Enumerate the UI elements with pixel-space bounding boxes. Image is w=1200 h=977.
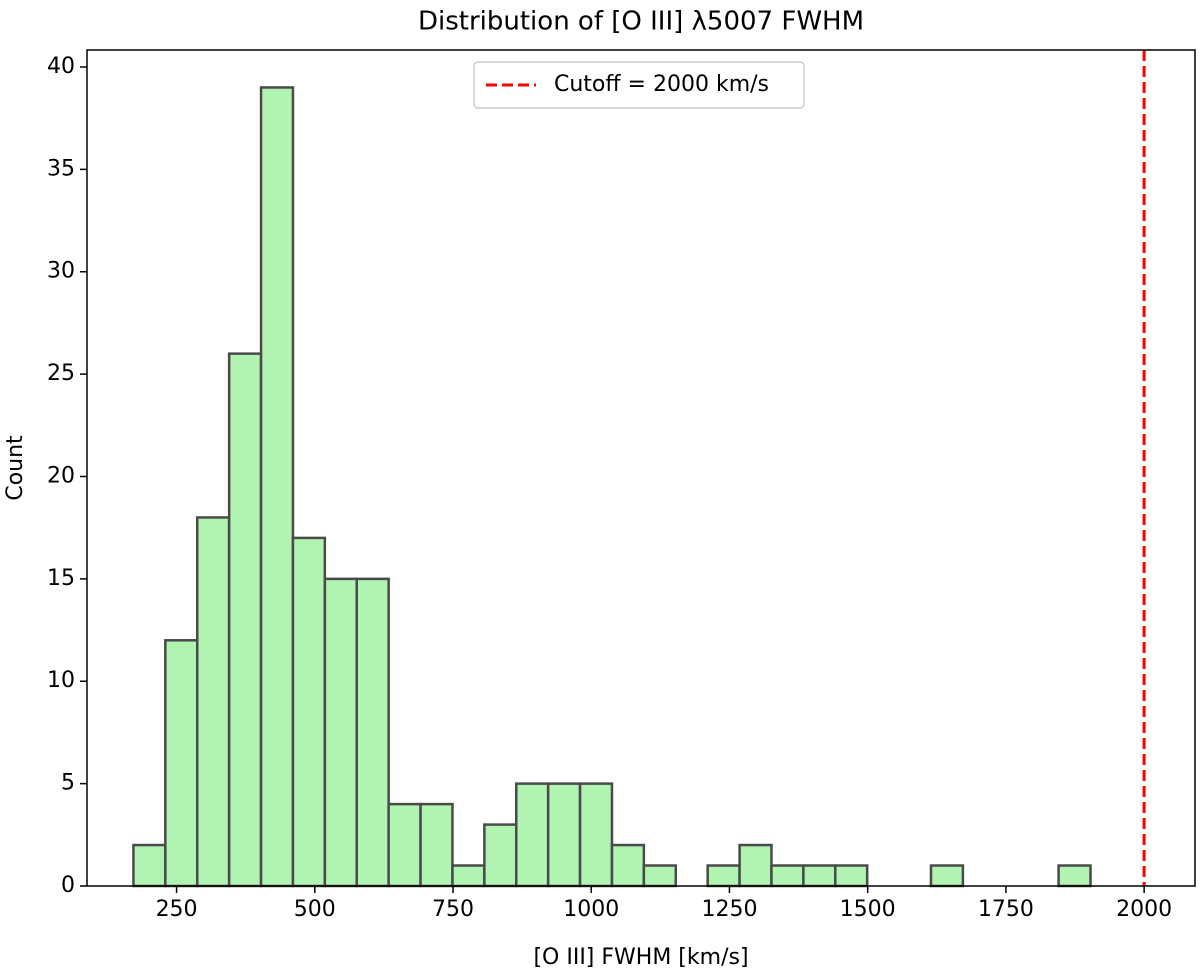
x-tick-label: 1000	[563, 897, 619, 922]
x-tick-label: 2000	[1116, 897, 1172, 922]
bar	[770, 864, 805, 888]
bar	[515, 782, 550, 888]
bar	[642, 864, 678, 888]
bar	[610, 843, 646, 888]
bar	[802, 864, 837, 888]
bar	[259, 86, 295, 888]
y-tick-label: 40	[47, 54, 75, 79]
legend: Cutoff = 2000 km/s	[473, 61, 805, 109]
y-tick-label: 5	[61, 771, 75, 796]
legend-frame	[473, 61, 805, 109]
x-tick-label: 500	[294, 897, 336, 922]
chart-title: Distribution of [O III] λ5007 FWHM	[418, 7, 864, 37]
bar	[355, 577, 390, 888]
bar	[323, 577, 359, 888]
bar	[578, 782, 614, 888]
bar	[419, 802, 454, 888]
bar	[1057, 864, 1092, 888]
y-tick-label: 35	[47, 156, 75, 181]
bar	[834, 864, 869, 888]
x-tick-label: 1500	[840, 897, 896, 922]
y-tick-label: 30	[47, 259, 75, 284]
bar	[483, 823, 518, 888]
x-tick-label: 750	[432, 897, 474, 922]
y-tick-label: 0	[61, 873, 75, 898]
bar	[451, 864, 486, 888]
bar	[387, 802, 422, 888]
y-tick-label: 15	[47, 566, 75, 591]
axes-frame	[86, 49, 1196, 887]
y-tick-label: 25	[47, 361, 75, 386]
bar	[546, 782, 582, 888]
bar	[164, 639, 199, 888]
x-tick-label: 1750	[978, 897, 1034, 922]
x-axis-label: [O III] FWHM [km/s]	[533, 945, 748, 970]
legend-label: Cutoff = 2000 km/s	[554, 72, 769, 97]
y-axis-label: Count	[3, 435, 28, 501]
bar	[738, 843, 773, 888]
y-tick-label: 20	[47, 463, 75, 488]
bar	[291, 536, 327, 888]
bar	[227, 352, 263, 888]
bar	[706, 864, 741, 888]
y-tick-label: 10	[47, 668, 75, 693]
x-tick-label: 1250	[701, 897, 757, 922]
x-tick-label: 250	[156, 897, 198, 922]
bar	[195, 516, 231, 888]
bar	[929, 864, 965, 888]
bar	[132, 843, 167, 888]
